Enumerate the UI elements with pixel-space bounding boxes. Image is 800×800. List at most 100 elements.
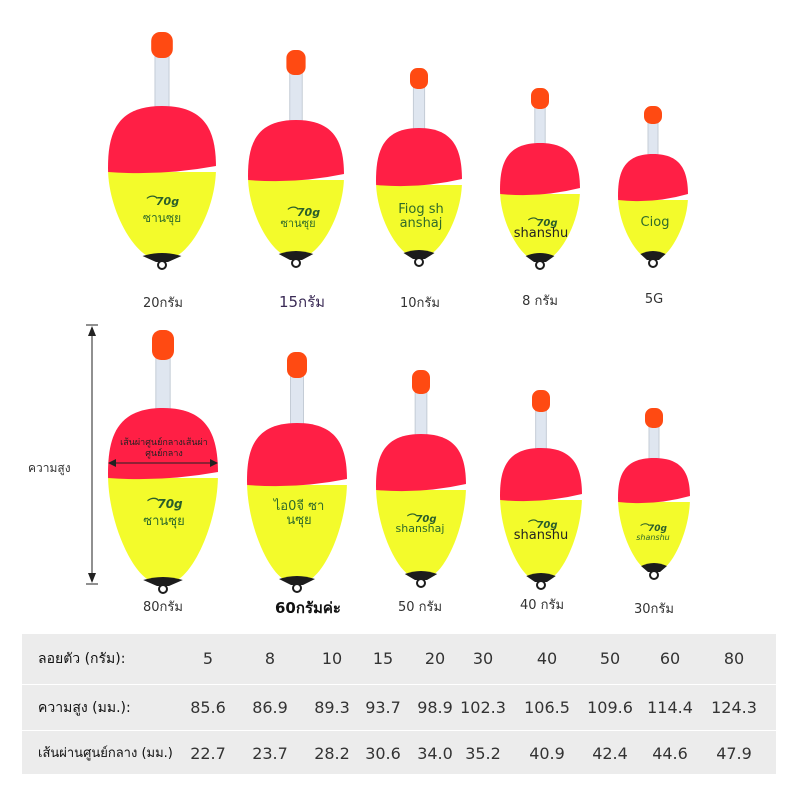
float-8g	[500, 88, 580, 272]
float-drawing	[247, 352, 347, 593]
table-cell: 47.9	[716, 744, 752, 763]
float-cap	[532, 390, 550, 412]
float-top	[376, 128, 462, 187]
table-cell: 44.6	[652, 744, 688, 763]
float-stem	[412, 86, 426, 135]
float-eyelet	[648, 258, 658, 268]
float-cap	[412, 370, 430, 394]
float-30g	[618, 408, 690, 582]
float-brand-text: ซานซุย	[143, 514, 185, 529]
diameter-annotation: เส้นผ่าศูนย์กลางเส้นผ่าศูนย์กลาง	[120, 438, 208, 459]
row-header: เส้นผ่านศูนย์กลาง (มม.)	[38, 746, 173, 761]
float-drawing	[376, 68, 462, 267]
float-brand-text: ไอ0จี ซา นซุย	[273, 499, 325, 528]
float-top	[108, 408, 218, 480]
table-cell: 109.6	[587, 698, 633, 717]
float-brand-text: shanshaj	[395, 522, 445, 535]
float-cap	[645, 408, 663, 428]
float-cap	[287, 352, 307, 378]
float-base	[278, 251, 314, 260]
float-drawing	[376, 370, 466, 588]
table-cell: 20	[424, 649, 446, 668]
float-bottom	[108, 478, 218, 582]
table-cell: 114.4	[647, 698, 693, 717]
table-cell: 40.9	[529, 744, 565, 763]
float-eyelet	[536, 580, 546, 590]
float-brand-text: shanshu	[513, 226, 569, 241]
float-top	[500, 448, 582, 502]
float-brand-text: Fiog sh anshaj	[398, 202, 444, 231]
float-eyelet	[414, 257, 424, 267]
float-weight-label: 60กรัมค่ะ	[275, 599, 341, 617]
float-weight-label: 50 กรัม	[397, 600, 443, 615]
row-header: ความสูง (มม.):	[38, 700, 131, 716]
table-cell: 23.7	[252, 744, 288, 763]
float-top	[248, 120, 344, 182]
float-weight-label: 5G	[644, 292, 664, 307]
float-eyelet	[535, 260, 545, 270]
float-stem	[155, 357, 171, 415]
float-stem	[535, 409, 547, 455]
table-row-height: ความสูง (มม.): 85.6 86.9 89.3 93.7 98.9 102.3…	[22, 684, 776, 731]
float-stem	[289, 72, 303, 127]
float-top	[247, 423, 347, 487]
table-cell: 10	[321, 649, 343, 668]
float-weight-label: 80กรัม	[143, 600, 183, 615]
float-base	[641, 563, 667, 572]
float-weight-label: 30กรัม	[634, 602, 674, 617]
table-cell: 93.7	[365, 698, 401, 717]
float-cap	[151, 32, 173, 58]
table-cell: 124.3	[711, 698, 757, 717]
float-stem	[414, 391, 428, 441]
height-arrow	[86, 324, 98, 585]
row-header: ลอยตัว (กรัม):	[38, 651, 126, 667]
float-base	[525, 253, 555, 262]
table-cell: 30	[472, 649, 494, 668]
float-top	[618, 458, 690, 504]
table-cell: 30.6	[365, 744, 401, 763]
float-top	[376, 434, 466, 492]
float-base	[526, 573, 556, 582]
float-60g	[247, 352, 347, 595]
float-eyelet	[158, 584, 168, 594]
float-weight-label: 40 กรัม	[519, 598, 565, 613]
table-cell: 5	[202, 649, 214, 668]
float-brand-text: ซานซุย	[142, 211, 182, 225]
float-base	[142, 253, 182, 262]
table-cell: 15	[372, 649, 394, 668]
float-eyelet	[416, 578, 426, 588]
float-stem	[534, 106, 546, 150]
height-annotation: ความสูง	[28, 461, 71, 475]
float-base	[404, 571, 438, 580]
float-5g	[618, 106, 688, 270]
float-stem	[154, 55, 170, 113]
float-logo: ⌒70g	[526, 218, 558, 229]
float-weight-label: 20กรัม	[143, 296, 183, 311]
float-eyelet	[291, 258, 301, 268]
float-eyelet	[649, 570, 659, 580]
table-cell: 85.6	[190, 698, 226, 717]
float-50g	[376, 370, 466, 590]
float-base	[143, 577, 183, 586]
float-drawing	[500, 390, 582, 590]
float-cap	[152, 330, 174, 360]
table-row-buoyancy: ลอยตัว (กรัม): 5 8 10 15 20 30 40 50 60 80	[22, 636, 776, 682]
table-cell: 89.3	[314, 698, 350, 717]
table-cell: 40	[536, 649, 558, 668]
float-40g	[500, 390, 582, 592]
diameter-arrow	[108, 459, 218, 467]
float-top	[108, 106, 216, 174]
float-logo: ⌒70g	[145, 497, 183, 511]
table-cell: 98.9	[417, 698, 453, 717]
float-drawing	[618, 408, 690, 580]
table-cell: 34.0	[417, 744, 453, 763]
float-80g	[108, 330, 218, 596]
float-base	[403, 250, 435, 259]
float-20g	[108, 32, 216, 272]
float-drawing	[500, 88, 580, 270]
float-eyelet	[292, 583, 302, 593]
float-logo: ⌒70g	[405, 514, 437, 525]
float-top	[618, 154, 688, 202]
float-brand-text: shanshu	[513, 528, 569, 543]
float-logo: ⌒70g	[639, 524, 667, 534]
